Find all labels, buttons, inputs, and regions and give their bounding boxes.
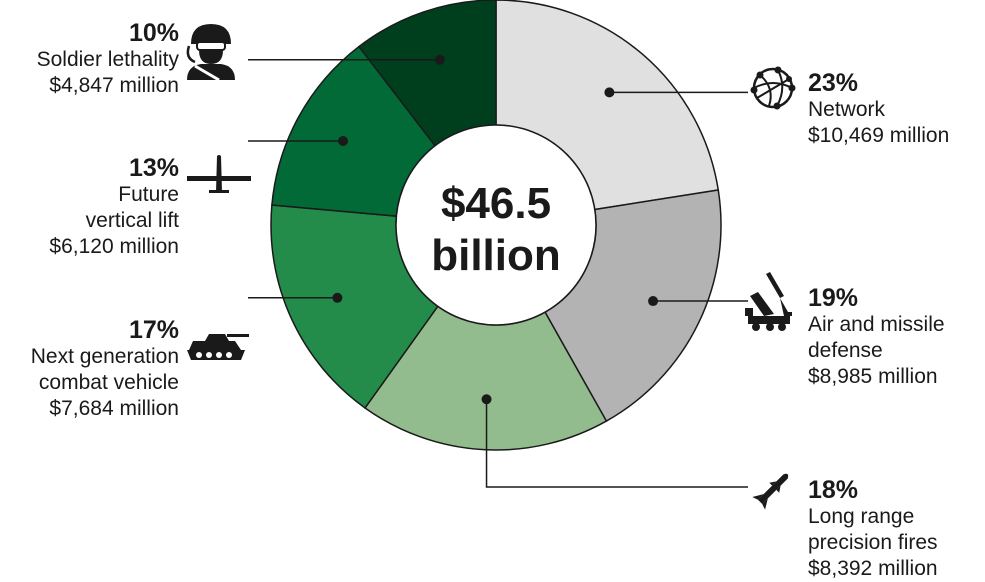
- missile-launcher-icon: [745, 272, 792, 331]
- label-soldier-lethality: 10% Soldier lethality $4,847 million: [37, 20, 179, 99]
- donut-slices: [270, 0, 722, 451]
- donut-hole: [395, 124, 597, 326]
- amount-air-missile-defense: $8,985 million: [808, 365, 938, 388]
- label-long-range-fires: 18% Long range precision fires $8,392 mi…: [808, 477, 938, 582]
- name-air-missile-defense-line1: Air and missile: [808, 313, 945, 336]
- amount-soldier-lethality: $4,847 million: [49, 74, 179, 97]
- name-vertical-lift-line2: vertical lift: [85, 209, 179, 232]
- name-vertical-lift-line1: Future: [118, 183, 179, 206]
- soldier-icon: [186, 24, 235, 82]
- name-long-range-fires-line1: Long range: [808, 505, 915, 528]
- pct-long-range-fires: 18%: [808, 476, 859, 504]
- tank-icon: [187, 334, 249, 360]
- center-label: $46.5 billion: [386, 178, 606, 282]
- center-value: $46.5: [440, 179, 552, 228]
- aircraft-icon: [187, 155, 251, 193]
- amount-long-range-fires: $8,392 million: [808, 557, 938, 580]
- amount-vertical-lift: $6,120 million: [49, 235, 179, 258]
- amount-network: $10,469 million: [808, 124, 950, 147]
- network-globe-icon: [750, 66, 796, 110]
- pct-air-missile-defense: 19%: [808, 284, 859, 312]
- center-unit: billion: [431, 231, 561, 280]
- label-combat-vehicle: 17% Next generation combat vehicle $7,68…: [31, 317, 179, 422]
- amount-combat-vehicle: $7,684 million: [49, 397, 179, 420]
- name-soldier-lethality-line1: Soldier lethality: [36, 48, 179, 71]
- name-combat-vehicle-line1: Next generation: [30, 345, 179, 368]
- category-icons: [186, 24, 796, 510]
- label-vertical-lift: 13% Future vertical lift $6,120 million: [49, 155, 179, 260]
- name-air-missile-defense-line2: defense: [808, 339, 883, 362]
- leader-lines: [248, 54, 748, 488]
- leader-line-long-range-fires: [485, 399, 748, 488]
- name-combat-vehicle-line2: combat vehicle: [38, 371, 179, 394]
- name-long-range-fires-line2: precision fires: [808, 531, 938, 554]
- missile-icon: [752, 473, 789, 510]
- label-network: 23% Network $10,469 million: [808, 70, 949, 149]
- pct-network: 23%: [808, 69, 859, 97]
- name-network-line1: Network: [808, 98, 886, 121]
- pct-soldier-lethality: 10%: [128, 19, 179, 47]
- pct-combat-vehicle: 17%: [128, 316, 179, 344]
- pct-vertical-lift: 13%: [128, 154, 179, 182]
- label-air-missile-defense: 19% Air and missile defense $8,985 milli…: [808, 285, 945, 390]
